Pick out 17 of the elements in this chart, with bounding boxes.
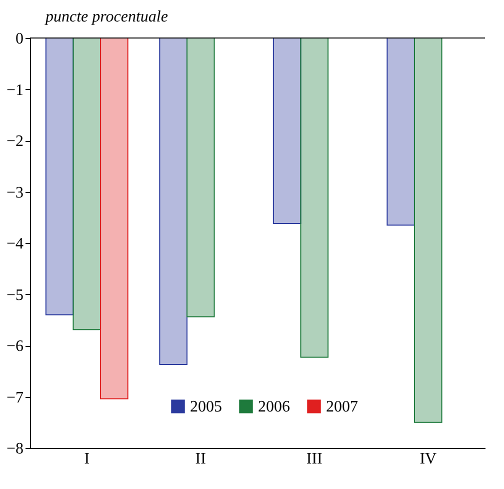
y-tick-label: −8 <box>6 440 24 458</box>
y-tick-label: 0 <box>16 30 24 48</box>
x-tick-label: III <box>306 450 322 468</box>
y-axis-title: puncte procentuale <box>44 8 168 26</box>
y-tick-label: −7 <box>6 389 24 406</box>
y-tick-label: −6 <box>6 338 24 355</box>
legend-label: 2006 <box>258 398 290 416</box>
y-tick-label: −2 <box>6 133 24 150</box>
y-tick-label: −5 <box>6 286 24 304</box>
legend-label: 2005 <box>190 398 222 416</box>
y-tick-label: −3 <box>6 184 24 202</box>
y-tick-label: −1 <box>6 82 24 99</box>
y-tick-label: −4 <box>6 236 24 252</box>
x-tick-label: II <box>195 450 206 468</box>
x-tick-label: I <box>84 450 90 468</box>
x-tick-label: IV <box>420 450 438 468</box>
legend-label: 2007 <box>326 398 358 416</box>
